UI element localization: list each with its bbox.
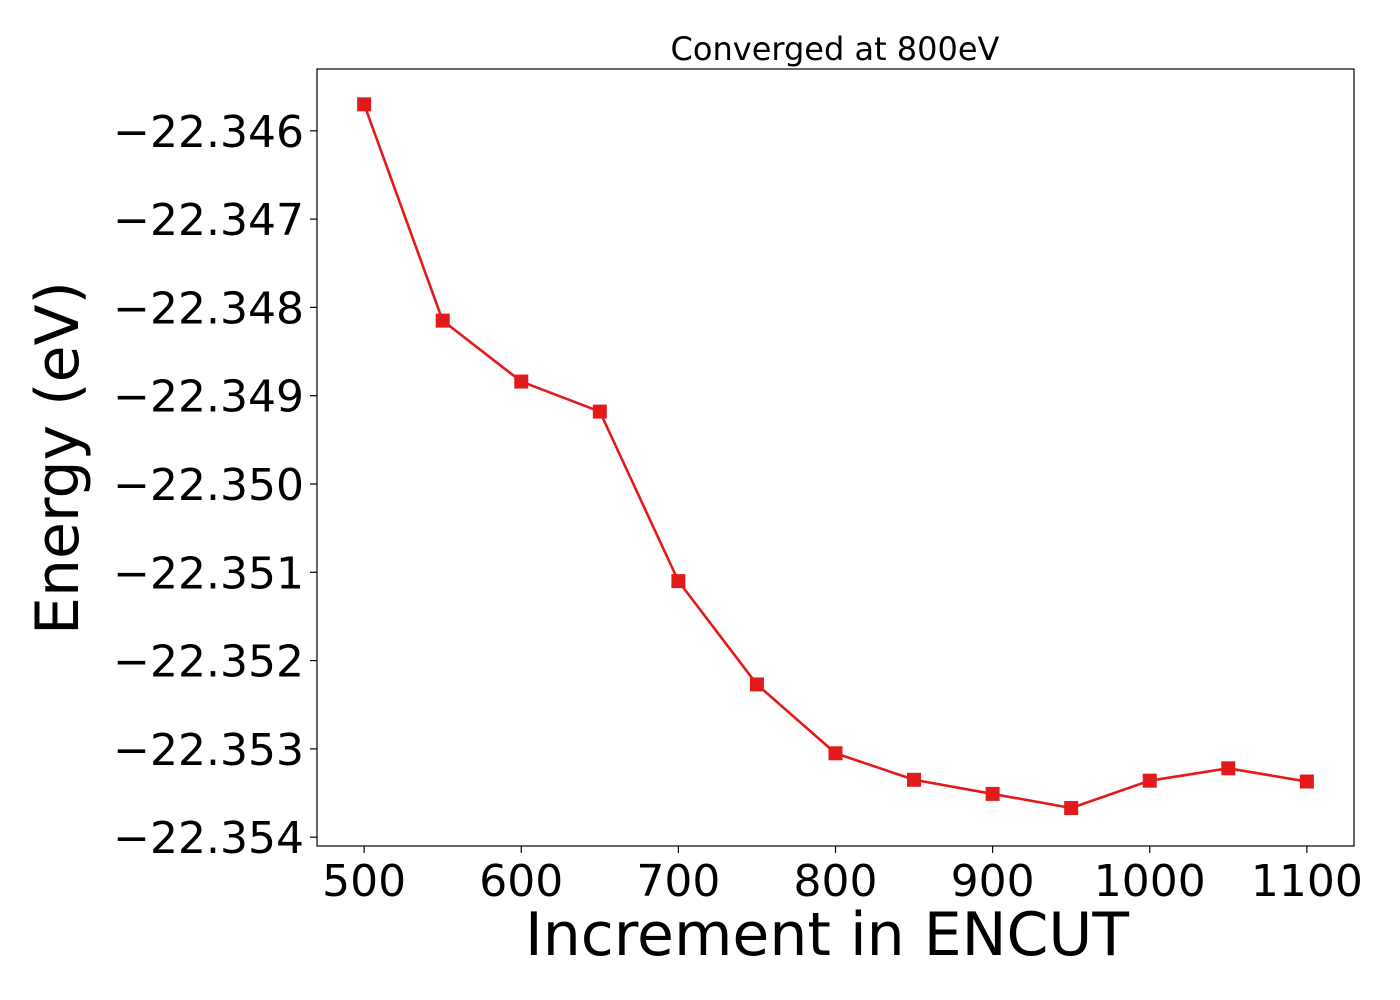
data-point-marker (985, 786, 1000, 801)
x-tick-label: 600 (479, 856, 563, 907)
x-tick-label: 900 (951, 856, 1035, 907)
y-tick-label: −22.349 (113, 372, 304, 423)
x-tick-label: 1000 (1094, 856, 1206, 907)
data-point-marker (828, 746, 843, 761)
data-point-marker (592, 404, 607, 419)
x-axis-label: Increment in ENCUT (525, 900, 1129, 970)
x-tick-label: 700 (636, 856, 720, 907)
data-point-marker (1142, 773, 1157, 788)
y-tick-label: −22.346 (113, 107, 304, 158)
data-point-marker (907, 772, 922, 787)
data-point-marker (435, 313, 450, 328)
plot-frame (316, 68, 1355, 847)
x-tick-label: 500 (322, 856, 406, 907)
data-point-marker (1299, 774, 1314, 789)
y-tick-label: −22.350 (113, 460, 304, 511)
y-tick-label: −22.353 (113, 725, 304, 776)
ticks-layer: 500 600 700 800 900 1000 1100 −22.346 −22.347 −22… (113, 107, 1363, 907)
y-axis-label: Energy (eV) (23, 281, 93, 635)
y-tick-label: −22.352 (113, 637, 304, 688)
data-point-marker (671, 574, 686, 589)
plot-area (317, 69, 1354, 846)
x-tick-label: 800 (794, 856, 878, 907)
y-tick-label: −22.351 (113, 548, 304, 599)
data-point-marker (514, 374, 529, 389)
data-point-marker (1221, 761, 1236, 776)
data-point-marker (357, 97, 372, 112)
y-tick-label: −22.354 (113, 813, 304, 864)
data-point-marker (1064, 801, 1079, 816)
x-tick-label: 1100 (1251, 856, 1363, 907)
chart-title: Converged at 800eV (671, 30, 1000, 68)
y-tick-label: −22.347 (113, 195, 304, 246)
series-layer (357, 97, 1314, 816)
data-point-marker (749, 677, 764, 692)
y-tick-label: −22.348 (113, 283, 304, 334)
